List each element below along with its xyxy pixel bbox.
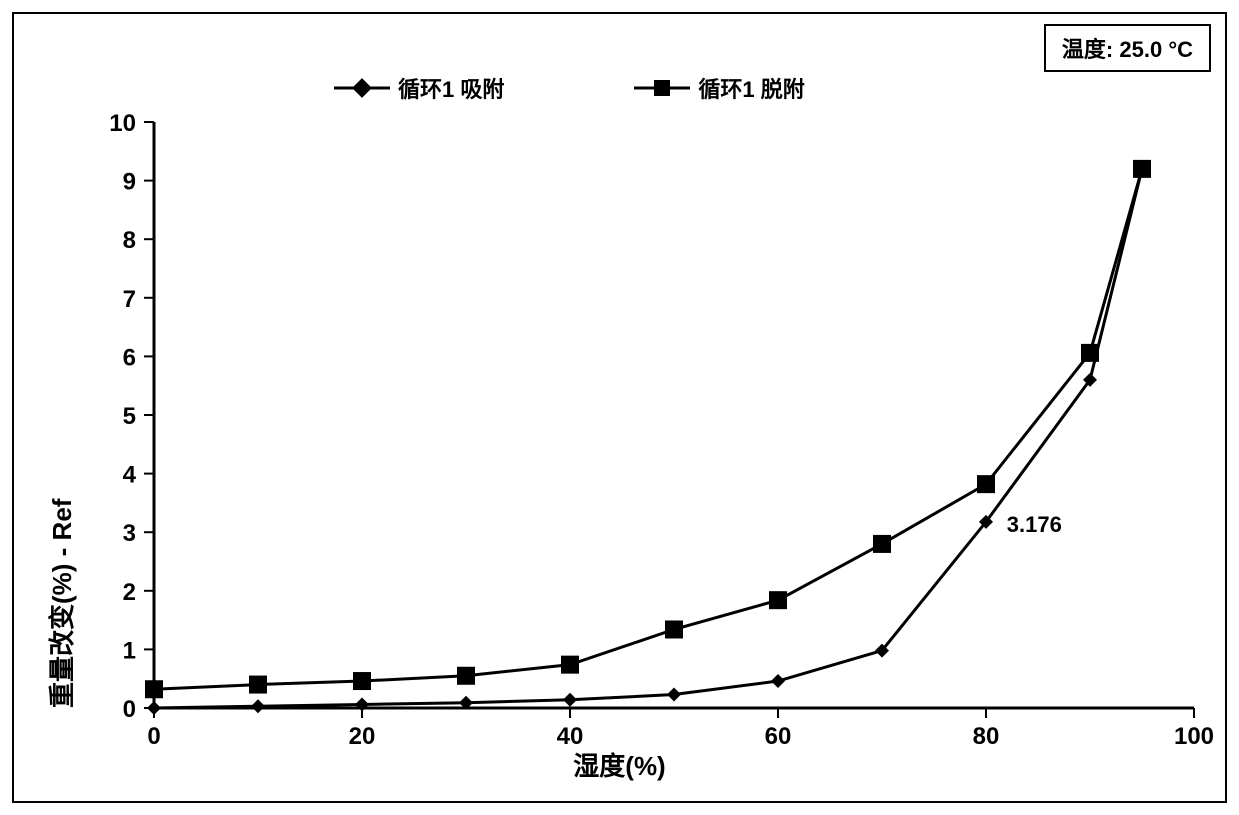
chart-frame: 温度: 25.0 °C 循环1 吸附 循环1 脱附 01234567891002… <box>12 12 1227 803</box>
svg-text:9: 9 <box>123 169 136 196</box>
svg-text:0: 0 <box>123 696 136 723</box>
svg-text:2: 2 <box>123 579 136 606</box>
svg-text:1: 1 <box>123 637 136 664</box>
svg-text:7: 7 <box>123 286 136 313</box>
svg-text:8: 8 <box>123 227 136 254</box>
svg-text:3.176: 3.176 <box>1007 512 1062 537</box>
svg-text:4: 4 <box>123 462 137 489</box>
svg-text:5: 5 <box>123 403 136 430</box>
svg-text:6: 6 <box>123 344 136 371</box>
svg-text:0: 0 <box>147 723 160 750</box>
x-axis-label: 湿度(%) <box>573 746 665 783</box>
svg-text:20: 20 <box>349 723 376 750</box>
svg-text:80: 80 <box>973 723 1000 750</box>
svg-text:10: 10 <box>109 110 136 137</box>
svg-text:100: 100 <box>1174 723 1214 750</box>
svg-text:3: 3 <box>123 520 136 547</box>
y-axis-label: 重量改变(%) - Ref <box>42 499 79 708</box>
svg-text:60: 60 <box>765 723 792 750</box>
chart-svg: 0123456789100204060801003.176 <box>14 14 1225 801</box>
